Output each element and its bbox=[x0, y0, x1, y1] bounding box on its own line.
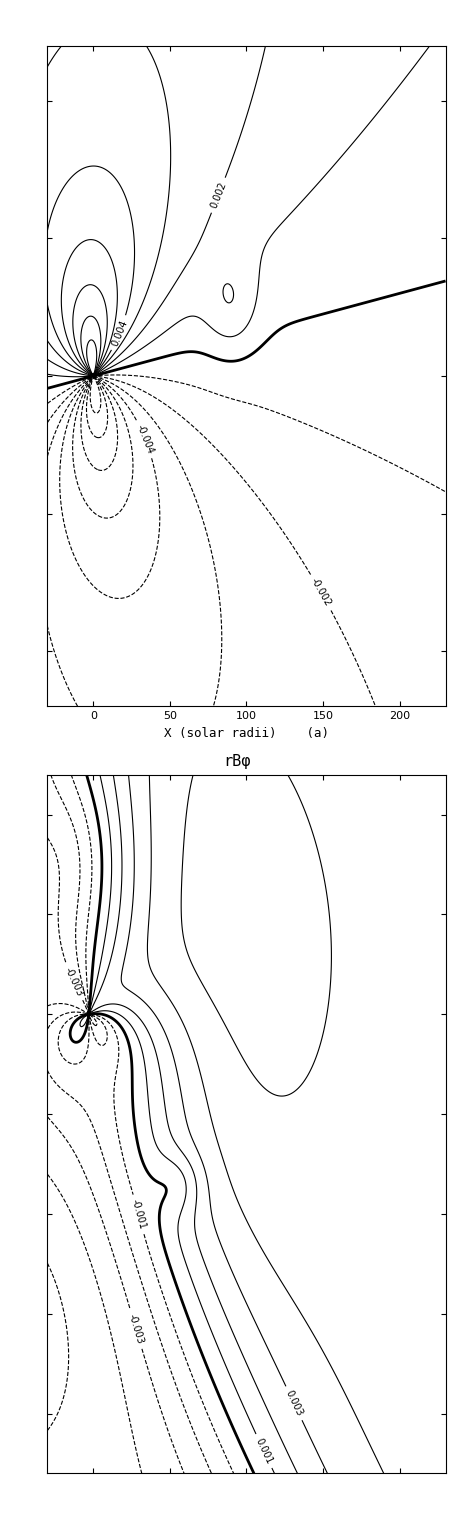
Text: 0.001: 0.001 bbox=[254, 1437, 274, 1466]
Text: 0.003: 0.003 bbox=[283, 1388, 304, 1417]
Text: -0.003: -0.003 bbox=[127, 1312, 146, 1346]
Text: rBφ: rBφ bbox=[223, 753, 251, 769]
Text: 0.004: 0.004 bbox=[109, 319, 129, 348]
Text: -0.001: -0.001 bbox=[130, 1198, 147, 1230]
Text: -0.002: -0.002 bbox=[309, 577, 333, 609]
Text: -0.004: -0.004 bbox=[135, 422, 155, 456]
Text: -0.003: -0.003 bbox=[63, 966, 85, 998]
X-axis label: X (solar radii)    (a): X (solar radii) (a) bbox=[164, 726, 329, 740]
Text: 0.002: 0.002 bbox=[209, 181, 228, 210]
